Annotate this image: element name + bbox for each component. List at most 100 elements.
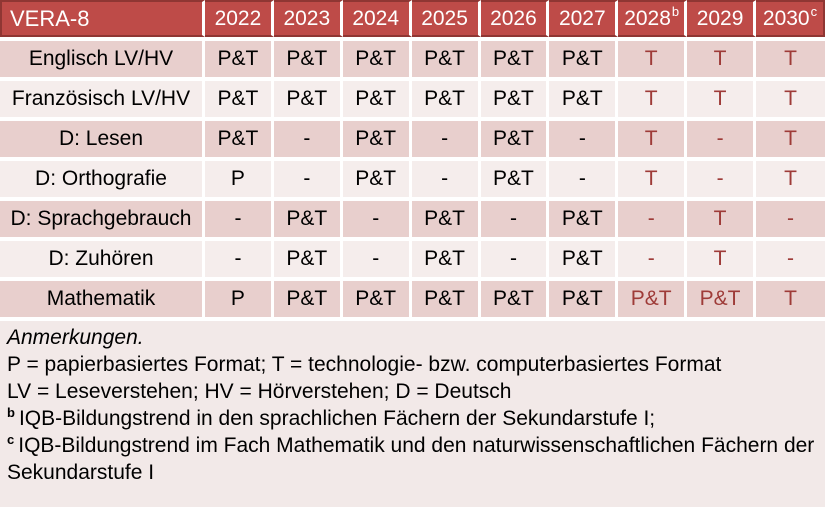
table-header-row: VERA-8 2022 2023 2024 2025 2026 2027 202… (0, 0, 825, 37)
table-cell: - (756, 241, 825, 281)
table-cell: P&T (618, 281, 688, 321)
row-label: Mathematik (0, 281, 205, 321)
footnote-c-superscript: c (810, 3, 818, 19)
footnote-c: c IQB-Bildungstrend im Fach Mathematik un… (7, 432, 815, 486)
column-header-2025: 2025 (411, 0, 481, 37)
table-cell: P&T (480, 281, 550, 321)
column-header-2029: 2029 (687, 0, 756, 37)
table-cell: T (756, 121, 825, 161)
column-header-2026: 2026 (480, 0, 550, 37)
table-cell: P&T (342, 121, 412, 161)
table-cell: - (480, 201, 550, 241)
table-cell: P&T (342, 281, 412, 321)
table-cell: T (756, 281, 825, 321)
notes-title: Anmerkungen. (7, 326, 144, 349)
table-cell: P&T (411, 37, 481, 81)
notes-section: Anmerkungen. P = papierbasiertes Format;… (0, 321, 825, 507)
table-row-franzoesisch: Französisch LV/HV P&T P&T P&T P&T P&T P&… (0, 81, 825, 121)
row-label: D: Sprachgebrauch (0, 201, 205, 241)
table-cell: - (756, 201, 825, 241)
vera8-table: VERA-8 2022 2023 2024 2025 2026 2027 202… (0, 0, 825, 321)
footnote-b-superscript: b (671, 3, 680, 19)
table-cell: - (687, 161, 756, 201)
table-cell: T (687, 201, 756, 241)
table-cell: P&T (687, 281, 756, 321)
table-cell: P&T (205, 121, 274, 161)
table-cell: P&T (342, 37, 412, 81)
column-header-2027: 2027 (549, 0, 619, 37)
row-label: D: Lesen (0, 121, 205, 161)
column-header-2030: 2030c (756, 0, 825, 37)
table-cell: P&T (273, 201, 343, 241)
table-cell: - (205, 241, 274, 281)
footnote-b-marker: b (7, 405, 15, 420)
column-header-2023: 2023 (273, 0, 343, 37)
table-cell: P&T (273, 37, 343, 81)
table-cell: - (687, 121, 756, 161)
table-row-zuhoeren: D: Zuhören - P&T - P&T - P&T - T - (0, 241, 825, 281)
table-cell: - (618, 241, 688, 281)
table-cell: T (687, 81, 756, 121)
table-cell: P&T (205, 81, 274, 121)
table-cell: T (618, 37, 688, 81)
table-cell: - (342, 241, 412, 281)
table-row-lesen: D: Lesen P&T - P&T - P&T - T - T (0, 121, 825, 161)
footnote-c-marker: c (7, 432, 15, 447)
table-row-mathematik: Mathematik P P&T P&T P&T P&T P&T P&T P&T… (0, 281, 825, 321)
table-cell: - (618, 201, 688, 241)
table-cell: P&T (549, 281, 619, 321)
table-cell: P&T (549, 37, 619, 81)
table-cell: P&T (411, 201, 481, 241)
row-label: Französisch LV/HV (0, 81, 205, 121)
table-cell: - (342, 201, 412, 241)
table-cell: - (273, 121, 343, 161)
table-cell: P&T (549, 241, 619, 281)
table-cell: T (618, 121, 688, 161)
table-cell: - (273, 161, 343, 201)
table-cell: P&T (411, 281, 481, 321)
table-cell: T (687, 37, 756, 81)
table-cell: T (756, 161, 825, 201)
table-cell: T (618, 161, 688, 201)
table-cell: - (549, 161, 619, 201)
table-cell: P&T (480, 37, 550, 81)
table-cell: T (756, 81, 825, 121)
row-label: Englisch LV/HV (0, 37, 205, 81)
table-cell: P&T (342, 81, 412, 121)
table-cell: P (205, 281, 274, 321)
table-cell: - (480, 241, 550, 281)
table-cell: P&T (273, 81, 343, 121)
column-header-2024: 2024 (342, 0, 412, 37)
table-cell: - (411, 161, 481, 201)
table-cell: P (205, 161, 274, 201)
table-cell: P&T (480, 121, 550, 161)
table-cell: P&T (205, 37, 274, 81)
table-cell: T (687, 241, 756, 281)
table-row-englisch: Englisch LV/HV P&T P&T P&T P&T P&T P&T T… (0, 37, 825, 81)
table-cell: P&T (549, 201, 619, 241)
table-cell: T (756, 37, 825, 81)
table-cell: P&T (480, 161, 550, 201)
table-cell: P&T (411, 81, 481, 121)
footnote-b-text: IQB-Bildungstrend in den sprachlichen Fä… (18, 407, 656, 430)
table-cell: - (549, 121, 619, 161)
table-row-sprachgebrauch: D: Sprachgebrauch - P&T - P&T - P&T - T … (0, 201, 825, 241)
notes-legend-format: P = papierbasiertes Format; T = technolo… (7, 353, 722, 376)
table-cell: P&T (549, 81, 619, 121)
table-title-cell: VERA-8 (0, 0, 205, 37)
table-row-orthografie: D: Orthografie P - P&T - P&T - T - T (0, 161, 825, 201)
row-label: D: Zuhören (0, 241, 205, 281)
row-label: D: Orthografie (0, 161, 205, 201)
table-cell: P&T (342, 161, 412, 201)
notes-legend-abbreviations: LV = Leseverstehen; HV = Hörverstehen; D… (7, 380, 512, 403)
column-header-2022: 2022 (205, 0, 274, 37)
table-cell: P&T (273, 241, 343, 281)
footnote-c-text: IQB-Bildungstrend im Fach Mathematik und… (7, 434, 815, 484)
column-header-2028: 2028b (618, 0, 688, 37)
table-cell: T (618, 81, 688, 121)
table-cell: P&T (411, 241, 481, 281)
table-cell: P&T (480, 81, 550, 121)
table-cell: - (411, 121, 481, 161)
table-cell: - (205, 201, 274, 241)
